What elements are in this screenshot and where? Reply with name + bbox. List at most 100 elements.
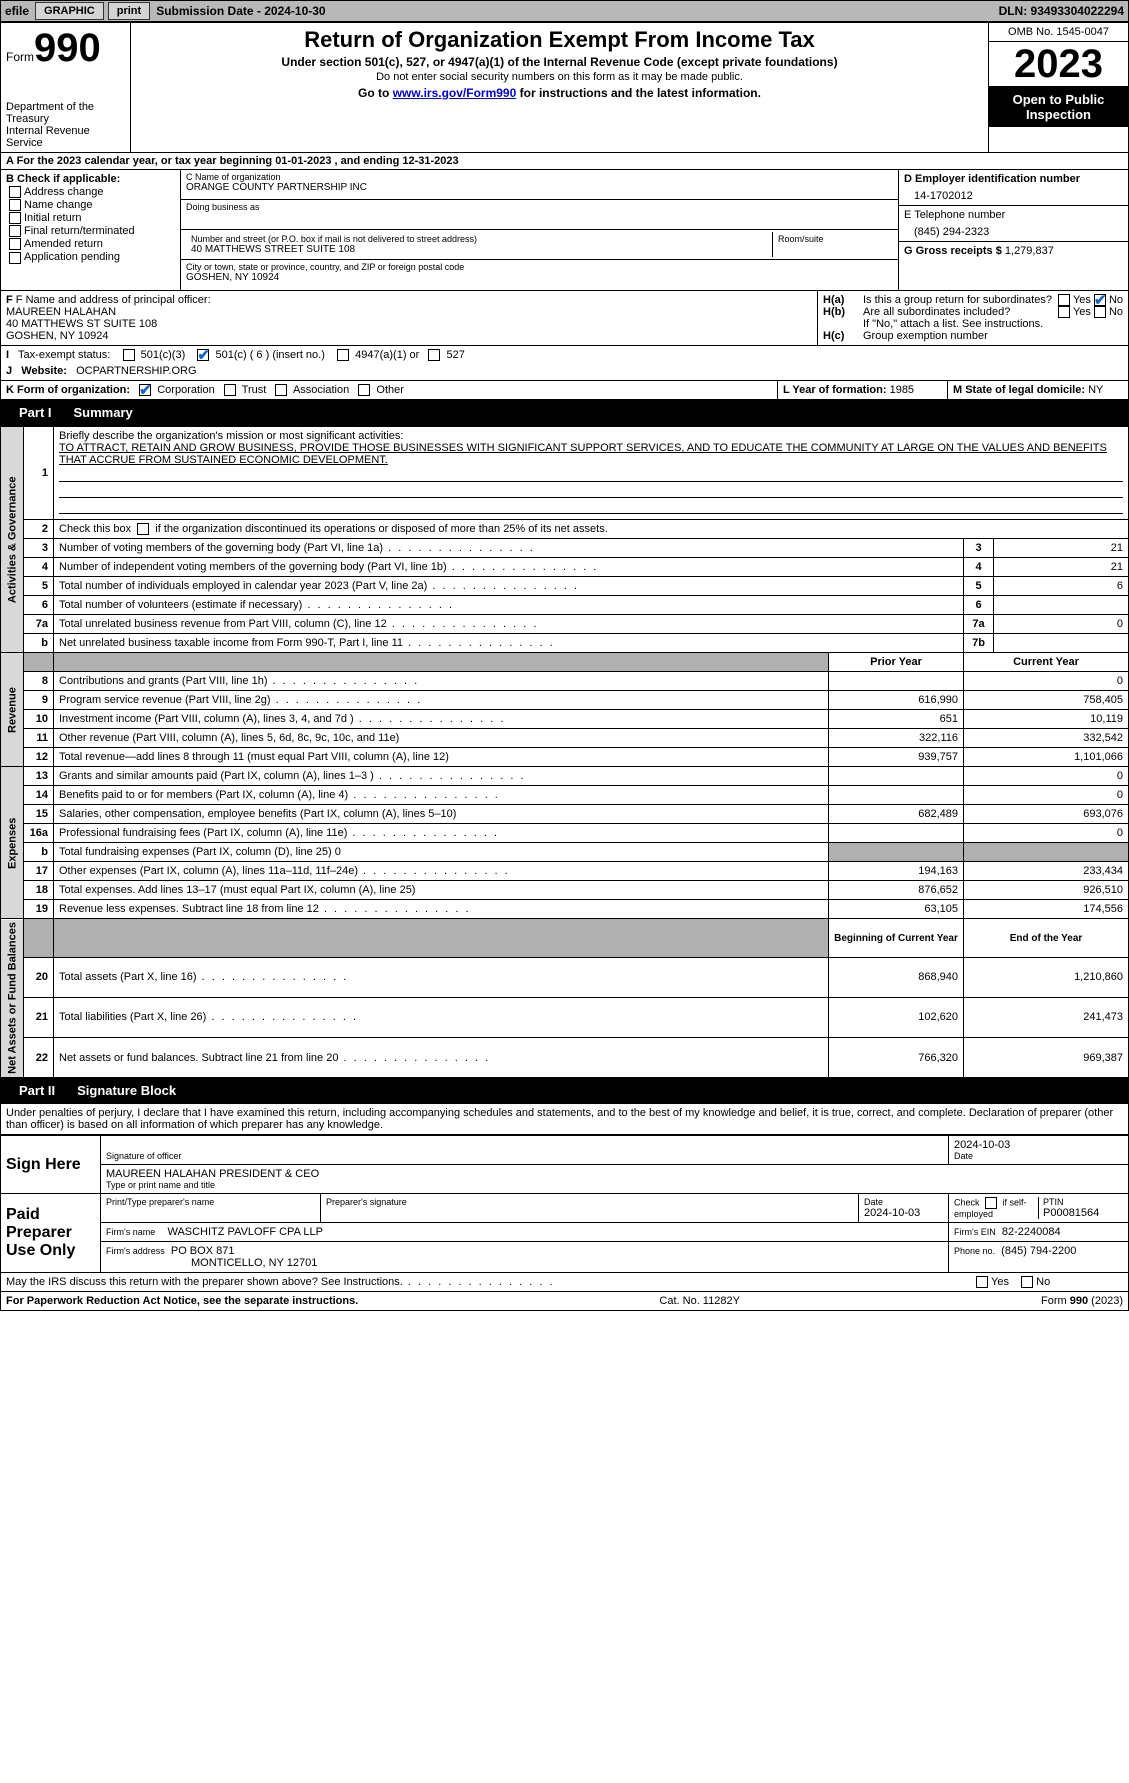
sidebar-expenses: Expenses (1, 767, 24, 919)
row-j-letter: J (6, 365, 12, 377)
line-13-num: 13 (24, 767, 54, 786)
line-12-text: Total revenue—add lines 8 through 11 (mu… (54, 748, 829, 767)
cb-4947[interactable]: 4947(a)(1) or (334, 349, 419, 361)
column-d-g: D Employer identification number 14-1702… (898, 170, 1128, 290)
org-name-row: C Name of organization ORANGE COUNTY PAR… (181, 170, 898, 200)
line-7a-text: Total unrelated business revenue from Pa… (54, 615, 964, 634)
sidebar-net: Net Assets or Fund Balances (1, 919, 24, 1078)
summary-table: Activities & Governance 1 Briefly descri… (0, 426, 1129, 1078)
line-6-val (994, 596, 1129, 615)
h-a-no[interactable]: No (1091, 294, 1123, 306)
line-2-num: 2 (24, 520, 54, 539)
cb-address-change[interactable]: Address change (6, 186, 175, 198)
footer-left: For Paperwork Reduction Act Notice, see … (6, 1295, 358, 1307)
h-b-no[interactable]: No (1091, 306, 1123, 318)
line-11-text: Other revenue (Part VIII, column (A), li… (54, 729, 829, 748)
prep-date-label: Date (864, 1197, 943, 1207)
cb-discontinued[interactable] (137, 523, 149, 535)
prior-year-header: Prior Year (829, 653, 964, 672)
end-year-header: End of the Year (964, 919, 1129, 957)
cb-527[interactable]: 527 (425, 349, 464, 361)
begin-year-header: Beginning of Current Year (829, 919, 964, 957)
mission-label: Briefly describe the organization's miss… (59, 430, 403, 442)
firm-name-label: Firm's name (106, 1227, 155, 1237)
line-14-prior (829, 786, 964, 805)
line-19-prior: 63,105 (829, 900, 964, 919)
line-7b-val (994, 634, 1129, 653)
submission-date: Submission Date - 2024-10-30 (156, 4, 325, 18)
cb-assoc[interactable]: Association (272, 384, 349, 396)
omb-number: OMB No. 1545-0047 (989, 23, 1128, 42)
line-11-curr: 332,542 (964, 729, 1129, 748)
line-5-val: 6 (994, 577, 1129, 596)
cb-name-change[interactable]: Name change (6, 199, 175, 211)
form-note: Do not enter social security numbers on … (139, 71, 980, 83)
prep-print-cell: Print/Type preparer's name (101, 1194, 321, 1223)
h-a-yes[interactable]: Yes (1055, 294, 1091, 306)
line-3-val: 21 (994, 539, 1129, 558)
sig-officer-cell: Signature of officer (101, 1136, 949, 1165)
firm-addr-cell: Firm's address PO BOX 871 MONTICELLO, NY… (101, 1242, 949, 1273)
sig-name: MAUREEN HALAHAN PRESIDENT & CEO (106, 1168, 1123, 1180)
discuss-row: May the IRS discuss this return with the… (0, 1273, 1129, 1292)
graphic-button[interactable]: GRAPHIC (35, 2, 104, 20)
cb-501c[interactable]: 501(c) ( 6 ) (insert no.) (194, 349, 324, 361)
phone-row: E Telephone number (845) 294-2323 (899, 206, 1128, 242)
address-row: Number and street (or P.O. box if mail i… (181, 230, 898, 260)
firm-addr-label: Firm's address (106, 1246, 165, 1256)
line-21-num: 21 (24, 997, 54, 1037)
inspect-line1: Open to Public (1013, 92, 1105, 107)
line-22-prior: 766,320 (829, 1038, 964, 1078)
line-10-text: Investment income (Part VIII, column (A)… (54, 710, 829, 729)
line-9-curr: 758,405 (964, 691, 1129, 710)
line-13-text: Grants and similar amounts paid (Part IX… (54, 767, 829, 786)
line-22-text: Net assets or fund balances. Subtract li… (54, 1038, 829, 1078)
line-19-text: Revenue less expenses. Subtract line 18 … (54, 900, 829, 919)
mission-line-4 (59, 500, 1123, 514)
discuss-no[interactable]: No (1018, 1276, 1050, 1288)
line-21-text: Total liabilities (Part X, line 26) (54, 997, 829, 1037)
cb-final-return[interactable]: Final return/terminated (6, 225, 175, 237)
l-value: 1985 (890, 384, 914, 396)
line-12-curr: 1,101,066 (964, 748, 1129, 767)
line-15-curr: 693,076 (964, 805, 1129, 824)
line-8-prior (829, 672, 964, 691)
state-domicile-cell: M State of legal domicile: NY (948, 381, 1128, 399)
sidebar-activities: Activities & Governance (1, 427, 24, 653)
cb-corp[interactable]: Corporation (136, 384, 215, 396)
line-3-ref: 3 (964, 539, 994, 558)
column-b-checkboxes: B Check if applicable: Address change Na… (1, 170, 181, 290)
cb-501c3[interactable]: 501(c)(3) (120, 349, 186, 361)
line-10-num: 10 (24, 710, 54, 729)
cb-initial-return[interactable]: Initial return (6, 212, 175, 224)
cb-amended-return[interactable]: Amended return (6, 238, 175, 250)
line-16a-num: 16a (24, 824, 54, 843)
website-row: J Website: OCPARTNERSHIP.ORG (6, 365, 1123, 377)
sig-date-label: Date (954, 1151, 1123, 1161)
h-b-note: If "No," attach a list. See instructions… (863, 318, 1123, 330)
prep-check-ptin-cell: Check if self-employed PTIN P00081564 (949, 1194, 1129, 1223)
cb-other[interactable]: Other (355, 384, 404, 396)
line-20-num: 20 (24, 957, 54, 997)
m-value: NY (1088, 384, 1103, 396)
tax-status-row: I Tax-exempt status: 501(c)(3) 501(c) ( … (6, 349, 1123, 361)
line-12-num: 12 (24, 748, 54, 767)
dept-treasury: Department of the Treasury (6, 101, 125, 125)
irs-link[interactable]: www.irs.gov/Form990 (393, 86, 517, 100)
cb-app-pending[interactable]: Application pending (6, 251, 175, 263)
prep-date: 2024-10-03 (864, 1207, 943, 1219)
line-14-text: Benefits paid to or for members (Part IX… (54, 786, 829, 805)
sig-officer-label: Signature of officer (106, 1151, 943, 1161)
h-b-yes[interactable]: Yes (1055, 306, 1091, 318)
phone-label: E Telephone number (904, 209, 1123, 221)
print-button[interactable]: print (108, 2, 150, 20)
cb-self-employed[interactable] (985, 1197, 997, 1209)
cb-trust[interactable]: Trust (221, 384, 267, 396)
firm-addr1: PO BOX 871 (171, 1245, 235, 1257)
line-17-num: 17 (24, 862, 54, 881)
firm-phone-cell: Phone no. (845) 794-2200 (949, 1242, 1129, 1273)
room-label: Room/suite (778, 234, 824, 244)
net-header-blank (54, 919, 829, 957)
discuss-yes[interactable]: Yes (973, 1276, 1009, 1288)
form-header: Form990 Department of the Treasury Inter… (0, 22, 1129, 153)
